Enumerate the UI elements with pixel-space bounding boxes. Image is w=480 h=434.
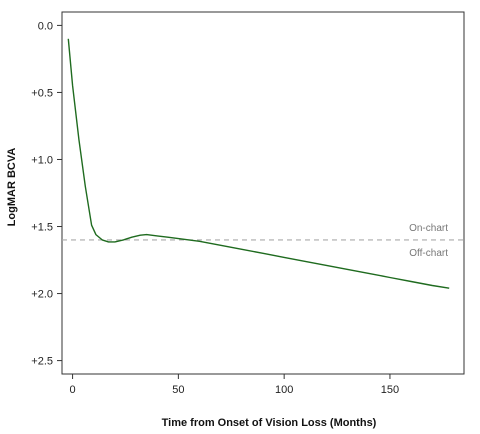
y-tick-label: +1.5: [31, 222, 53, 234]
y-axis-title: LogMAR BCVA: [6, 148, 18, 227]
y-tick-label: +0.5: [31, 87, 53, 99]
x-tick-label: 100: [275, 384, 293, 396]
y-tick-label: +2.5: [31, 356, 53, 368]
x-tick-label: 50: [172, 384, 184, 396]
plot-area: 0.0 +0.5 +1.0 +1.5 +2.0 +2.5 0 50 100 150 On-chart…: [31, 11, 465, 396]
x-tick-label: 0: [70, 384, 76, 396]
off-chart-label: Off-chart: [409, 248, 448, 259]
on-chart-label: On-chart: [409, 223, 448, 234]
series-line: [67, 38, 450, 289]
y-tick-label: +1.0: [31, 154, 53, 166]
y-tick-label: +2.0: [31, 289, 53, 301]
y-tick-label: 0.0: [38, 20, 53, 32]
plot-frame: [61, 11, 465, 375]
x-axis-title: Time from Onset of Vision Loss (Months): [162, 417, 377, 429]
x-tick-label: 150: [381, 384, 399, 396]
